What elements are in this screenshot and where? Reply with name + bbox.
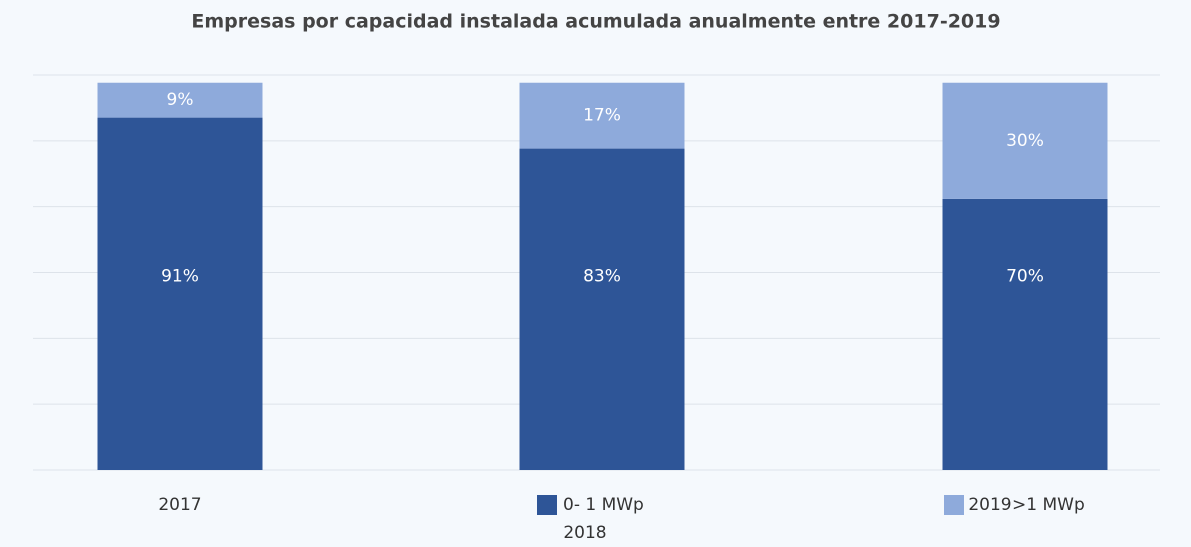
data-label: 91% xyxy=(161,266,199,286)
bar-segment xyxy=(519,148,685,470)
x-tick-label: 2018 xyxy=(563,523,606,543)
data-label: 17% xyxy=(583,106,621,126)
data-label: 83% xyxy=(583,266,621,286)
data-label: 70% xyxy=(1006,266,1044,286)
bar-segment xyxy=(97,82,263,118)
legend-label: 0- 1 MWp xyxy=(563,495,644,515)
legend-swatch xyxy=(537,495,557,515)
bar-segment xyxy=(942,82,1108,199)
bar-segment xyxy=(97,117,263,471)
x-tick-label: 2019 xyxy=(968,495,1011,515)
data-label: 30% xyxy=(1006,131,1044,151)
x-tick-label: 2017 xyxy=(158,495,201,515)
legend-swatch xyxy=(944,495,964,515)
bar-segment xyxy=(942,198,1108,470)
legend-label: >1 MWp xyxy=(1012,495,1085,515)
data-label: 9% xyxy=(167,90,194,110)
chart-title: Empresas por capacidad instalada acumula… xyxy=(191,11,1000,33)
bar-segment xyxy=(519,82,685,149)
